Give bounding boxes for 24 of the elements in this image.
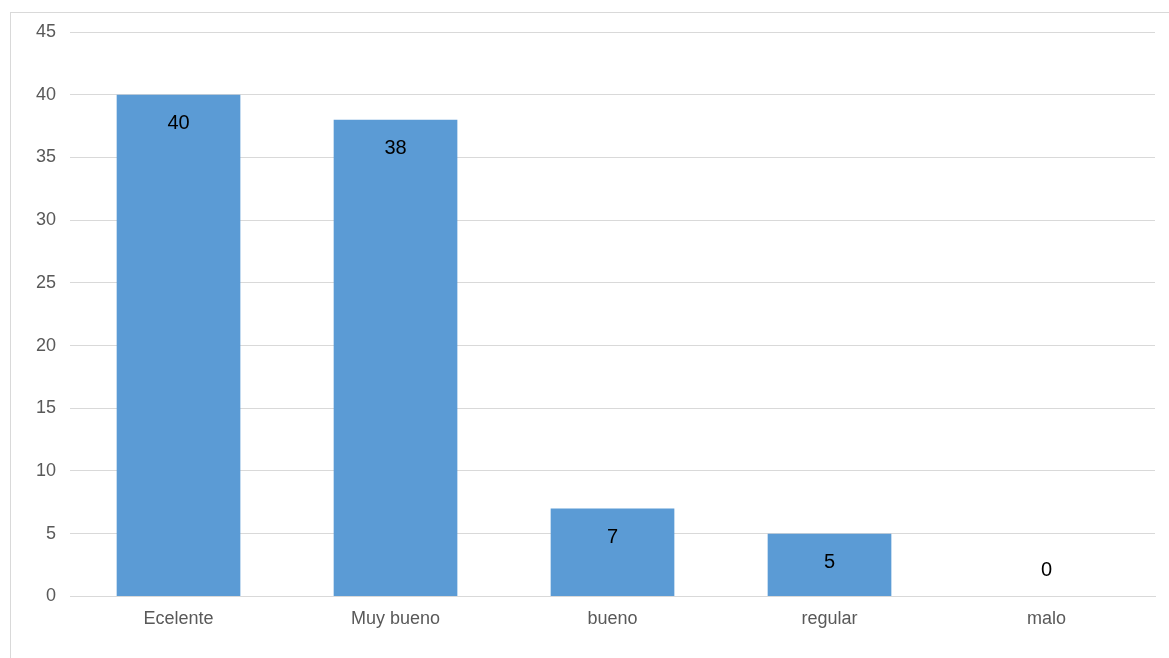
- y-tick-label: 20: [35, 334, 57, 355]
- x-tick-label: bueno: [587, 608, 638, 629]
- data-label: 0: [1040, 557, 1053, 580]
- y-tick-label: 45: [35, 20, 57, 41]
- bar: [116, 94, 241, 596]
- data-label: 40: [167, 111, 190, 134]
- x-tick-label: Muy bueno: [350, 608, 441, 629]
- data-label: 5: [823, 550, 836, 573]
- bar: [550, 508, 675, 596]
- data-label: 38: [384, 136, 407, 159]
- bar: [767, 533, 892, 596]
- y-tick-label: 35: [35, 146, 57, 167]
- bar: [333, 119, 458, 596]
- y-tick-label: 15: [35, 397, 57, 418]
- y-tick-label: 30: [35, 209, 57, 230]
- x-tick-label: regular: [801, 608, 858, 629]
- x-tick-label: malo: [1026, 608, 1067, 629]
- y-tick-label: 0: [46, 585, 57, 606]
- y-tick-label: 5: [46, 522, 57, 543]
- x-tick-label: Ecelente: [143, 608, 214, 629]
- y-tick-label: 40: [35, 83, 57, 104]
- y-tick-label: 25: [35, 271, 57, 292]
- data-label: 7: [606, 525, 619, 548]
- y-tick-label: 10: [35, 459, 57, 480]
